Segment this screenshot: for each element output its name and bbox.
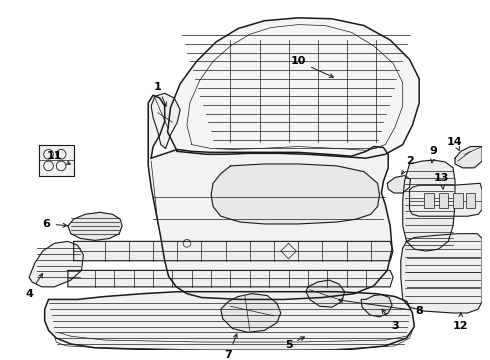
Text: 1: 1 xyxy=(154,82,167,106)
Polygon shape xyxy=(306,280,344,307)
Text: 6: 6 xyxy=(43,219,67,229)
Bar xyxy=(424,193,434,208)
Bar xyxy=(466,193,475,208)
Polygon shape xyxy=(168,18,419,158)
Polygon shape xyxy=(221,294,281,332)
Polygon shape xyxy=(410,183,482,216)
Text: 5: 5 xyxy=(285,337,304,350)
Polygon shape xyxy=(148,95,392,300)
Text: 8: 8 xyxy=(339,298,423,316)
Polygon shape xyxy=(45,292,415,352)
Text: 4: 4 xyxy=(25,274,43,299)
Polygon shape xyxy=(211,164,380,224)
Polygon shape xyxy=(74,241,393,261)
Text: 9: 9 xyxy=(430,147,438,163)
Text: 11: 11 xyxy=(47,151,70,164)
Polygon shape xyxy=(403,160,455,251)
Polygon shape xyxy=(455,147,482,168)
Polygon shape xyxy=(387,176,411,193)
Text: 3: 3 xyxy=(382,309,399,330)
Text: 14: 14 xyxy=(447,137,463,150)
Text: 7: 7 xyxy=(225,334,237,360)
Polygon shape xyxy=(401,234,482,313)
Polygon shape xyxy=(39,145,74,176)
Text: 12: 12 xyxy=(453,313,468,330)
Text: 13: 13 xyxy=(434,172,449,189)
Text: 10: 10 xyxy=(291,57,333,77)
Polygon shape xyxy=(29,241,83,287)
Polygon shape xyxy=(361,294,392,317)
Polygon shape xyxy=(68,270,393,287)
Bar xyxy=(453,193,463,208)
Polygon shape xyxy=(151,93,180,148)
Text: 2: 2 xyxy=(402,156,414,174)
Bar xyxy=(439,193,448,208)
Polygon shape xyxy=(68,212,122,240)
